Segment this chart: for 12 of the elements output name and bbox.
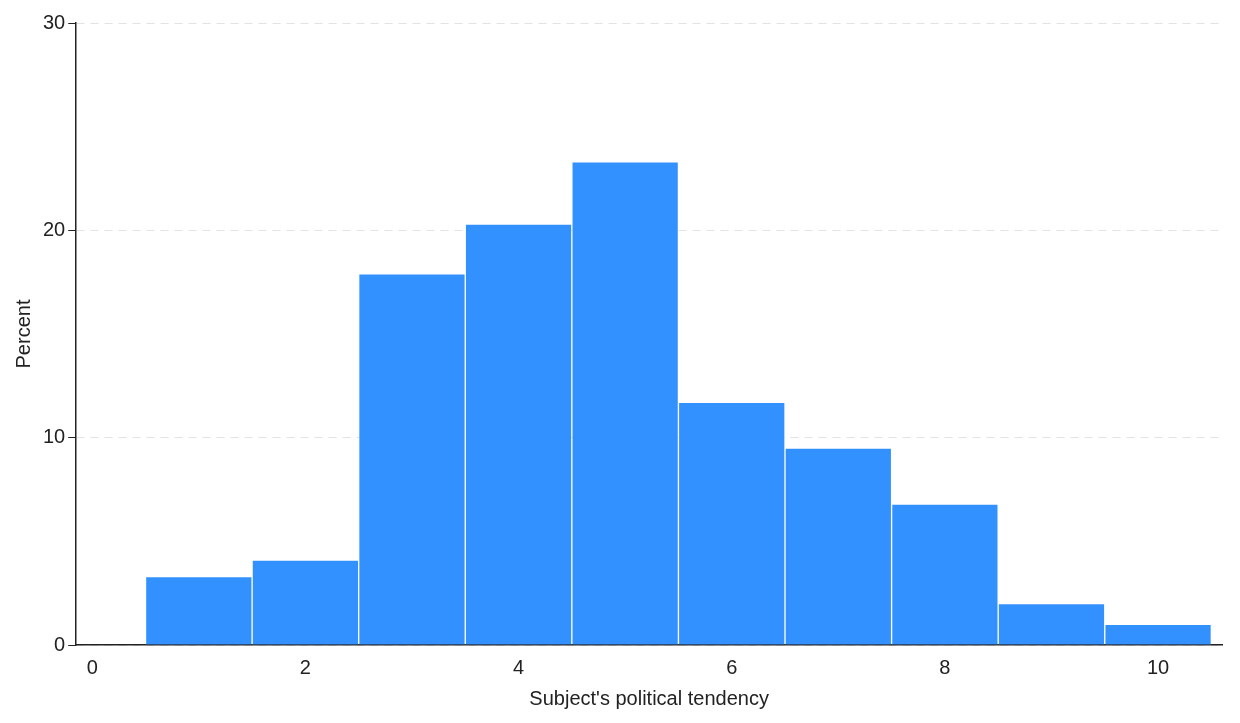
x-tick-label: 0 <box>86 655 98 678</box>
y-tick-label: 10 <box>43 425 66 448</box>
x-tick-label: 6 <box>726 655 738 678</box>
y-tick-label: 20 <box>43 217 66 240</box>
y-tick-label: 0 <box>54 632 66 655</box>
y-tick-label: 30 <box>43 10 66 33</box>
y-axis-title: Percent <box>11 299 34 369</box>
x-tick-label: 10 <box>1146 655 1170 678</box>
x-tick-label: 8 <box>939 655 951 678</box>
x-axis-title: Subject's political tendency <box>529 686 769 709</box>
x-tick-label: 4 <box>513 655 525 678</box>
x-tick-label: 2 <box>299 655 311 678</box>
